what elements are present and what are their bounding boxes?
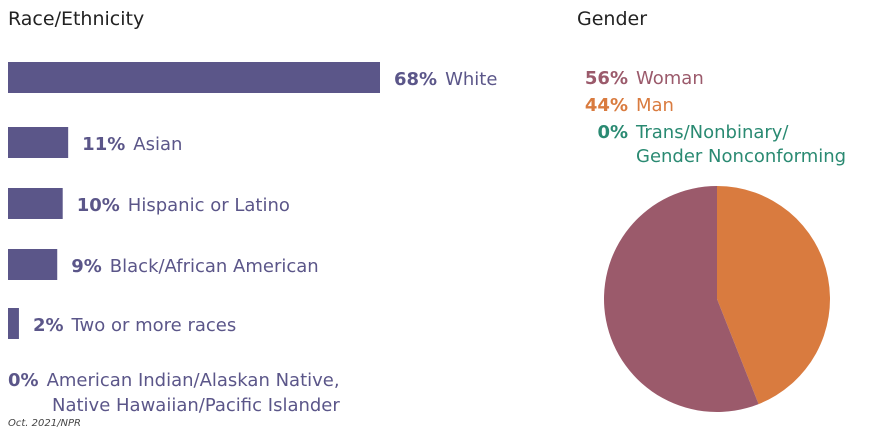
bar-label: 68% White (394, 69, 497, 90)
pie-chart-title: Gender (577, 8, 647, 30)
pie-slice-man (717, 186, 830, 405)
bar (8, 308, 19, 339)
pie-slice-woman (603, 186, 759, 412)
bar-label: 10% Hispanic or Latino (77, 195, 290, 216)
category-label: American Indian/Alaskan Native, (47, 370, 340, 391)
value-label: 10% (77, 195, 120, 216)
value-label: 44% (585, 95, 628, 116)
value-label: 9% (71, 256, 102, 277)
legend-label: Man (636, 95, 674, 116)
legend-label: Trans/Nonbinary/Gender Nonconforming (635, 122, 846, 167)
bar (8, 62, 380, 93)
category-label: Hispanic or Latino (128, 195, 290, 216)
value-label: 68% (394, 69, 437, 90)
value-label: 0% (597, 122, 628, 143)
bar-label: 0% American Indian/Alaskan Native, Native … (8, 370, 340, 416)
value-label: 11% (82, 134, 125, 155)
legend-label: Woman (636, 68, 704, 89)
bar-chart-title: Race/Ethnicity (8, 8, 144, 30)
bar-label: 9% Black/African American (71, 256, 318, 277)
legend-item: 0% (597, 122, 628, 143)
legend-item: 56% (585, 68, 628, 89)
legend-item: 44% (585, 95, 628, 116)
category-label: White (445, 69, 497, 90)
category-label: Native Hawaiian/Pacific Islander (52, 395, 340, 416)
category-label: Two or more races (71, 315, 237, 336)
value-label: 0% (8, 370, 39, 391)
value-label: 2% (33, 315, 64, 336)
bar (8, 188, 63, 219)
category-label: Black/African American (110, 256, 319, 277)
category-label: Asian (133, 134, 182, 155)
bar (8, 127, 69, 158)
value-label: 56% (585, 68, 628, 89)
bar-label: 2% Two or more races (33, 315, 236, 336)
bar-label: 11% Asian (82, 134, 182, 155)
source-note: Oct. 2021/NPR (8, 418, 81, 429)
bar (8, 249, 58, 280)
